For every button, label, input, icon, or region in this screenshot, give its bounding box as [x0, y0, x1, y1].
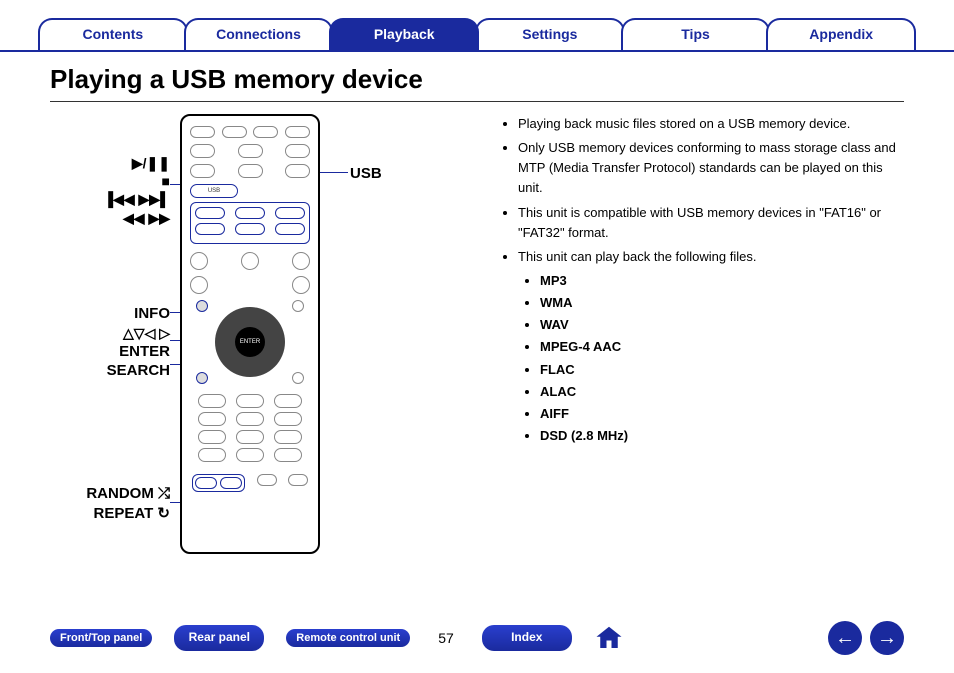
symbol-dpad-arrows: △▽◁ ▷: [50, 324, 170, 342]
symbol-seek: ◀◀ ▶▶: [50, 209, 170, 227]
page-number: 57: [432, 630, 460, 646]
remote-control-illustration: USB: [180, 114, 320, 554]
link-rear-panel[interactable]: Rear panel: [174, 625, 264, 650]
label-search: SEARCH: [50, 361, 170, 381]
remote-diagram-area: ▶/❚❚ ■ ▐◀◀ ▶▶▌ ◀◀ ▶▶ USB INFO △▽◁ ▷ ENTE…: [50, 114, 470, 448]
dpad-area: [190, 302, 310, 382]
format-item: FLAC: [540, 360, 904, 380]
format-item: MPEG-4 AAC: [540, 337, 904, 357]
format-list: MP3 WMA WAV MPEG-4 AAC FLAC ALAC AIFF DS…: [500, 271, 904, 446]
label-enter: ENTER: [50, 342, 170, 362]
prev-page-button[interactable]: ←: [828, 621, 862, 655]
tab-settings[interactable]: Settings: [475, 18, 625, 50]
bullet-item: Only USB memory devices conforming to ma…: [518, 138, 904, 198]
format-item: DSD (2.8 MHz): [540, 426, 904, 446]
callout-usb: USB: [350, 164, 382, 184]
page-title: Playing a USB memory device: [50, 64, 904, 102]
tab-playback[interactable]: Playback: [329, 18, 479, 50]
link-index[interactable]: Index: [482, 625, 572, 650]
usb-button-highlight: USB: [190, 184, 238, 198]
next-page-button[interactable]: →: [870, 621, 904, 655]
link-remote-control-unit[interactable]: Remote control unit: [286, 629, 410, 647]
bullet-item: This unit can play back the following fi…: [518, 247, 904, 267]
tab-contents[interactable]: Contents: [38, 18, 188, 50]
number-pad: [190, 390, 310, 466]
callout-random-repeat: RANDOM ⤮ REPEAT ↻: [50, 484, 170, 523]
label-repeat: REPEAT ↻: [50, 504, 170, 524]
link-front-top-panel[interactable]: Front/Top panel: [50, 629, 152, 647]
tab-tips[interactable]: Tips: [621, 18, 771, 50]
format-item: ALAC: [540, 382, 904, 402]
footer-nav: Front/Top panel Rear panel Remote contro…: [0, 621, 954, 655]
tab-connections[interactable]: Connections: [184, 18, 334, 50]
bullet-item: This unit is compatible with USB memory …: [518, 203, 904, 243]
format-item: MP3: [540, 271, 904, 291]
format-item: WMA: [540, 293, 904, 313]
format-item: AIFF: [540, 404, 904, 424]
top-tab-nav: Contents Connections Playback Settings T…: [0, 0, 954, 52]
home-icon[interactable]: [594, 623, 624, 653]
bullet-item: Playing back music files stored on a USB…: [518, 114, 904, 134]
info-button-highlight: [196, 300, 208, 312]
tab-appendix[interactable]: Appendix: [766, 18, 916, 50]
format-item: WAV: [540, 315, 904, 335]
main-content: Playing a USB memory device ▶/❚❚ ■ ▐◀◀ ▶…: [0, 52, 954, 448]
description-text: Playing back music files stored on a USB…: [500, 114, 904, 448]
callout-transport: ▶/❚❚ ■ ▐◀◀ ▶▶▌ ◀◀ ▶▶: [50, 154, 170, 227]
dpad: [215, 307, 285, 377]
symbol-skip: ▐◀◀ ▶▶▌: [50, 190, 170, 208]
random-repeat-highlight: [192, 474, 245, 492]
label-random: RANDOM ⤮: [50, 484, 170, 504]
label-info: INFO: [50, 304, 170, 324]
callout-dpad-group: INFO △▽◁ ▷ ENTER SEARCH: [50, 304, 170, 381]
transport-buttons-highlight: [190, 202, 310, 244]
search-button-highlight: [196, 372, 208, 384]
symbol-play-pause: ▶/❚❚: [50, 154, 170, 172]
symbol-stop: ■: [50, 172, 170, 190]
